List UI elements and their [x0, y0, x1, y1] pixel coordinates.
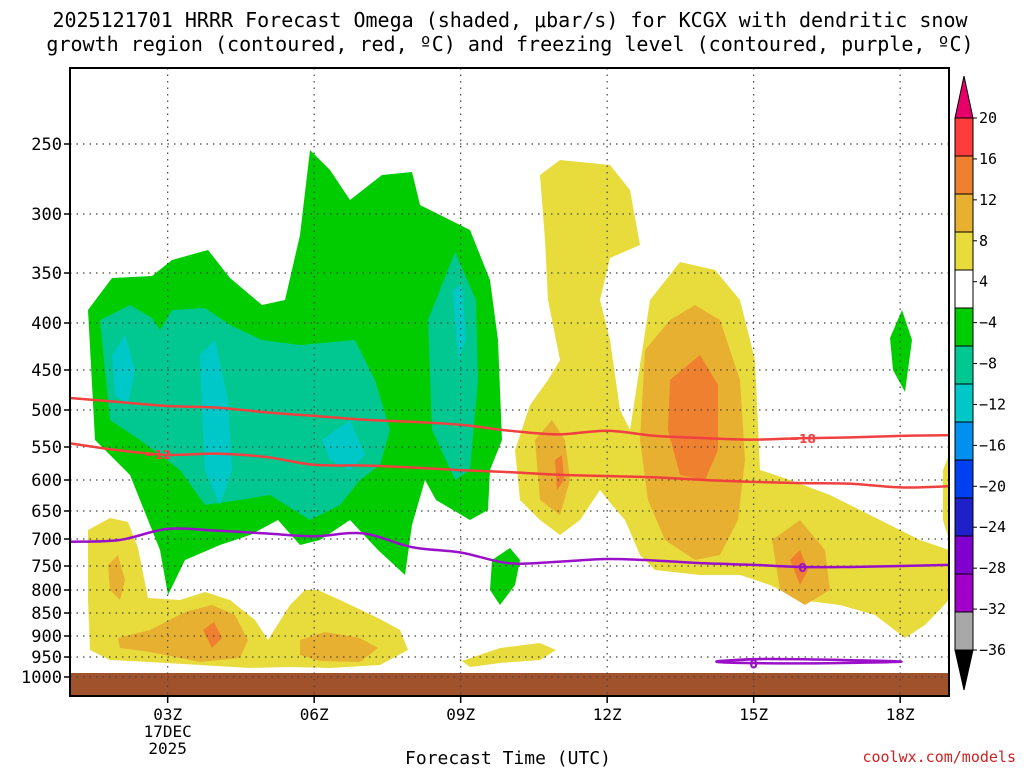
y-tick-label: 1000 [21, 668, 62, 688]
x-axis-label: Forecast Time (UTC) [405, 748, 611, 768]
colorbar-label: −16 [979, 436, 1006, 454]
omega-region-ascent-max [322, 420, 365, 470]
colorbar-swatch [954, 535, 974, 575]
omega-shading [88, 150, 949, 668]
colorbar-label: 20 [979, 109, 997, 127]
colorbar-swatch [954, 193, 974, 233]
colorbar-label: −12 [979, 395, 1006, 413]
x-tick-label: 03Z [153, 705, 182, 724]
colorbar-swatch [954, 117, 974, 157]
omega-region-descent-max [555, 455, 564, 490]
omega-region-descent-lowlevel [462, 643, 556, 667]
colorbar-swatch [954, 269, 974, 309]
y-tick-label: 250 [31, 135, 62, 155]
colorbar-bottom-arrow [954, 649, 974, 691]
temperature-contours: −18 −12 0 0 [70, 396, 949, 671]
credit-link[interactable]: coolwx.com/models [862, 748, 1016, 766]
colorbar-swatch [954, 307, 974, 347]
x-tick-label: 12Z [593, 705, 622, 724]
colorbar-label: −36 [979, 641, 1006, 659]
omega-region-descent-core [300, 632, 378, 662]
x-tick-label: 06Z [300, 705, 329, 724]
omega-region-descent-lowlevel [943, 455, 949, 540]
colorbar: 20 16 12 8 4 −4 −8 −12 −16 −20 −24 −28 −32 −36 [954, 75, 1006, 691]
y-tick-label: 400 [31, 314, 62, 334]
omega-region-ascent-max [453, 285, 466, 360]
colorbar-label: −28 [979, 559, 1006, 577]
chart-title-line2: growth region (contoured, red, ºC) and f… [46, 32, 973, 56]
omega-region-descent-core [118, 605, 248, 662]
omega-region-descent-core [108, 555, 125, 600]
y-tick-label: 700 [31, 530, 62, 550]
contour-freezing-level-near-surface [715, 657, 903, 665]
colorbar-label: −8 [979, 355, 997, 373]
colorbar-label: −24 [979, 518, 1006, 536]
colorbar-swatch [954, 345, 974, 385]
colorbar-swatch [954, 459, 974, 499]
colorbar-label: 16 [979, 150, 997, 168]
ground-surface [70, 673, 949, 696]
colorbar-top-arrow [954, 75, 974, 119]
colorbar-label: 8 [979, 232, 988, 250]
plot-frame [69, 67, 950, 697]
colorbar-label: 12 [979, 191, 997, 209]
colorbar-label: 4 [979, 273, 988, 291]
y-axis: 250 300 350 400 450 500 550 600 650 700 750 800 850 9… [21, 135, 70, 688]
chart-title-line1: 2025121701 HRRR Forecast Omega (shaded, … [52, 8, 968, 32]
y-tick-label: 500 [31, 401, 62, 421]
contour-label-dgz-minus-12: −12 [145, 448, 172, 462]
x-tick-date: 17DEC [144, 722, 192, 741]
y-tick-label: 650 [31, 502, 62, 522]
colorbar-swatch [954, 611, 974, 651]
contour-label-dgz-minus-18: −18 [789, 432, 816, 446]
x-tick-label: 09Z [446, 705, 475, 724]
omega-region-descent-max [668, 355, 718, 480]
colorbar-label: −4 [979, 314, 997, 332]
y-tick-label: 750 [31, 557, 62, 577]
y-tick-label: 450 [31, 361, 62, 381]
contour-freezing-level [70, 527, 949, 569]
contour-dgz-minus-18 [70, 396, 949, 441]
y-tick-label: 300 [31, 205, 62, 225]
x-tick-label: 18Z [886, 705, 915, 724]
colorbar-label: −20 [979, 477, 1006, 495]
omega-region-descent-max [203, 622, 222, 648]
colorbar-swatch [954, 573, 974, 613]
y-tick-label: 800 [31, 581, 62, 601]
omega-region-ascent-max [200, 340, 232, 505]
y-tick-label: 900 [31, 627, 62, 647]
x-tick-label: 15Z [739, 705, 768, 724]
y-tick-label: 350 [31, 264, 62, 284]
x-tick-year: 2025 [148, 739, 187, 758]
plot-grid [70, 68, 949, 696]
contour-label-freezing-level-near-surface: 0 [749, 657, 757, 671]
y-tick-label: 600 [31, 471, 62, 491]
omega-region-descent-core [535, 420, 570, 515]
omega-region-ascent-outer [890, 310, 912, 392]
contour-dgz-minus-12 [70, 442, 949, 489]
colorbar-swatch [954, 383, 974, 423]
colorbar-label: −32 [979, 600, 1006, 618]
y-tick-label: 550 [31, 438, 62, 458]
y-tick-label: 850 [31, 604, 62, 624]
contour-label-freezing-level: 0 [798, 561, 806, 575]
colorbar-swatch [954, 155, 974, 195]
colorbar-swatch [954, 497, 974, 537]
y-tick-label: 950 [31, 648, 62, 668]
colorbar-swatch [954, 231, 974, 271]
colorbar-swatch [954, 421, 974, 461]
